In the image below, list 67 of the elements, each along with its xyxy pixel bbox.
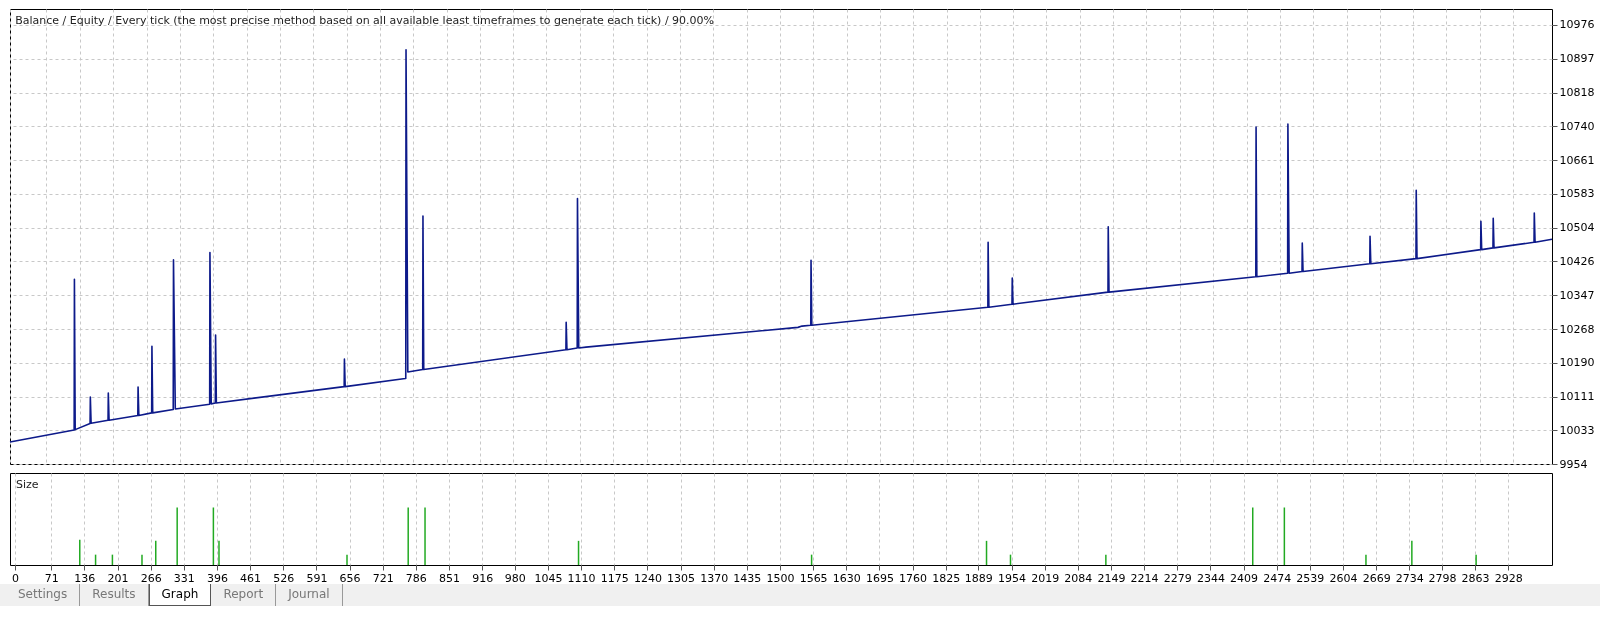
x-tick-label: 1760 (899, 571, 928, 585)
x-tick-label: 1500 (766, 571, 795, 585)
y-tick-label: 10661 (1559, 153, 1595, 167)
x-tick-label: 71 (44, 571, 59, 585)
y-tick-label: 10347 (1559, 288, 1595, 302)
x-tick-label: 2279 (1163, 571, 1192, 585)
x-tick-label: 2604 (1329, 571, 1358, 585)
chart-title: Size (16, 478, 39, 491)
x-tick-label: 0 (12, 571, 19, 585)
x-tick-label: 1630 (832, 571, 861, 585)
x-tick-label: 916 (472, 571, 494, 585)
x-tick-label: 2734 (1395, 571, 1424, 585)
y-tick-label: 10190 (1559, 356, 1595, 370)
x-tick-label: 331 (173, 571, 195, 585)
y-tick-label: 10976 (1559, 18, 1595, 32)
y-tick-label: 10111 (1559, 390, 1595, 404)
x-tick-label: 1045 (534, 571, 563, 585)
text: Settings (6, 584, 81, 606)
x-tick-label: 2539 (1296, 571, 1325, 585)
x-tick-label: 266 (140, 571, 162, 585)
text: Results (80, 584, 149, 606)
x-tick-label: 2928 (1494, 571, 1523, 585)
y-tick-label: 10426 (1559, 254, 1595, 268)
x-tick-label: 2084 (1064, 571, 1093, 585)
x-tick-label: 591 (306, 571, 328, 585)
x-tick-label: 2214 (1130, 571, 1159, 585)
x-tick-label: 851 (439, 571, 460, 585)
x-tick-label: 1175 (600, 571, 629, 585)
x-tick-label: 1954 (998, 571, 1027, 585)
y-tick-label: 10818 (1559, 86, 1595, 100)
x-tick-label: 1889 (964, 571, 993, 585)
y-tick-label: 10740 (1559, 119, 1595, 133)
x-tick-label: 1370 (700, 571, 729, 585)
x-tick-label: 526 (273, 571, 295, 585)
x-tick-label: 136 (74, 571, 96, 585)
x-tick-label: 786 (405, 571, 427, 585)
line-series (9, 49, 1553, 443)
y-tick-label: 9954 (1559, 457, 1588, 471)
chart-title: Balance / Equity / Every tick (the most precise method based on all available least timeframes to generate each tick) / 90.00% (15, 14, 715, 27)
y-tick-label: 10583 (1559, 187, 1595, 201)
text: Journal (276, 584, 343, 606)
x-tick-label: 1305 (667, 571, 696, 585)
x-tick-label: 1110 (567, 571, 596, 585)
x-tick-label: 1435 (733, 571, 762, 585)
x-tick-label: 721 (372, 571, 394, 585)
x-tick-label: 2474 (1263, 571, 1292, 585)
x-tick-label: 1695 (865, 571, 894, 585)
x-tick-label: 1240 (633, 571, 662, 585)
text: Report (211, 584, 277, 606)
x-tick-label: 980 (504, 571, 526, 585)
y-tick-label: 10268 (1559, 322, 1595, 336)
x-tick-label: 1565 (799, 571, 828, 585)
x-tick-label: 2863 (1461, 571, 1490, 585)
x-tick-label: 2019 (1031, 571, 1060, 585)
y-tick-label: 10504 (1559, 221, 1595, 235)
x-tick-label: 396 (206, 571, 228, 585)
x-tick-label: 2409 (1230, 571, 1259, 585)
y-tick-label: 10897 (1559, 52, 1595, 66)
x-tick-label: 201 (107, 571, 129, 585)
x-tick-label: 2149 (1097, 571, 1126, 585)
x-tick-label: 2798 (1428, 571, 1457, 585)
x-tick-label: 2344 (1196, 571, 1225, 585)
x-tick-label: 2669 (1362, 571, 1391, 585)
y-tick-label: 10033 (1559, 423, 1595, 437)
x-tick-label: 656 (339, 571, 361, 585)
x-tick-label: 461 (240, 571, 262, 585)
x-tick-label: 1825 (932, 571, 961, 585)
